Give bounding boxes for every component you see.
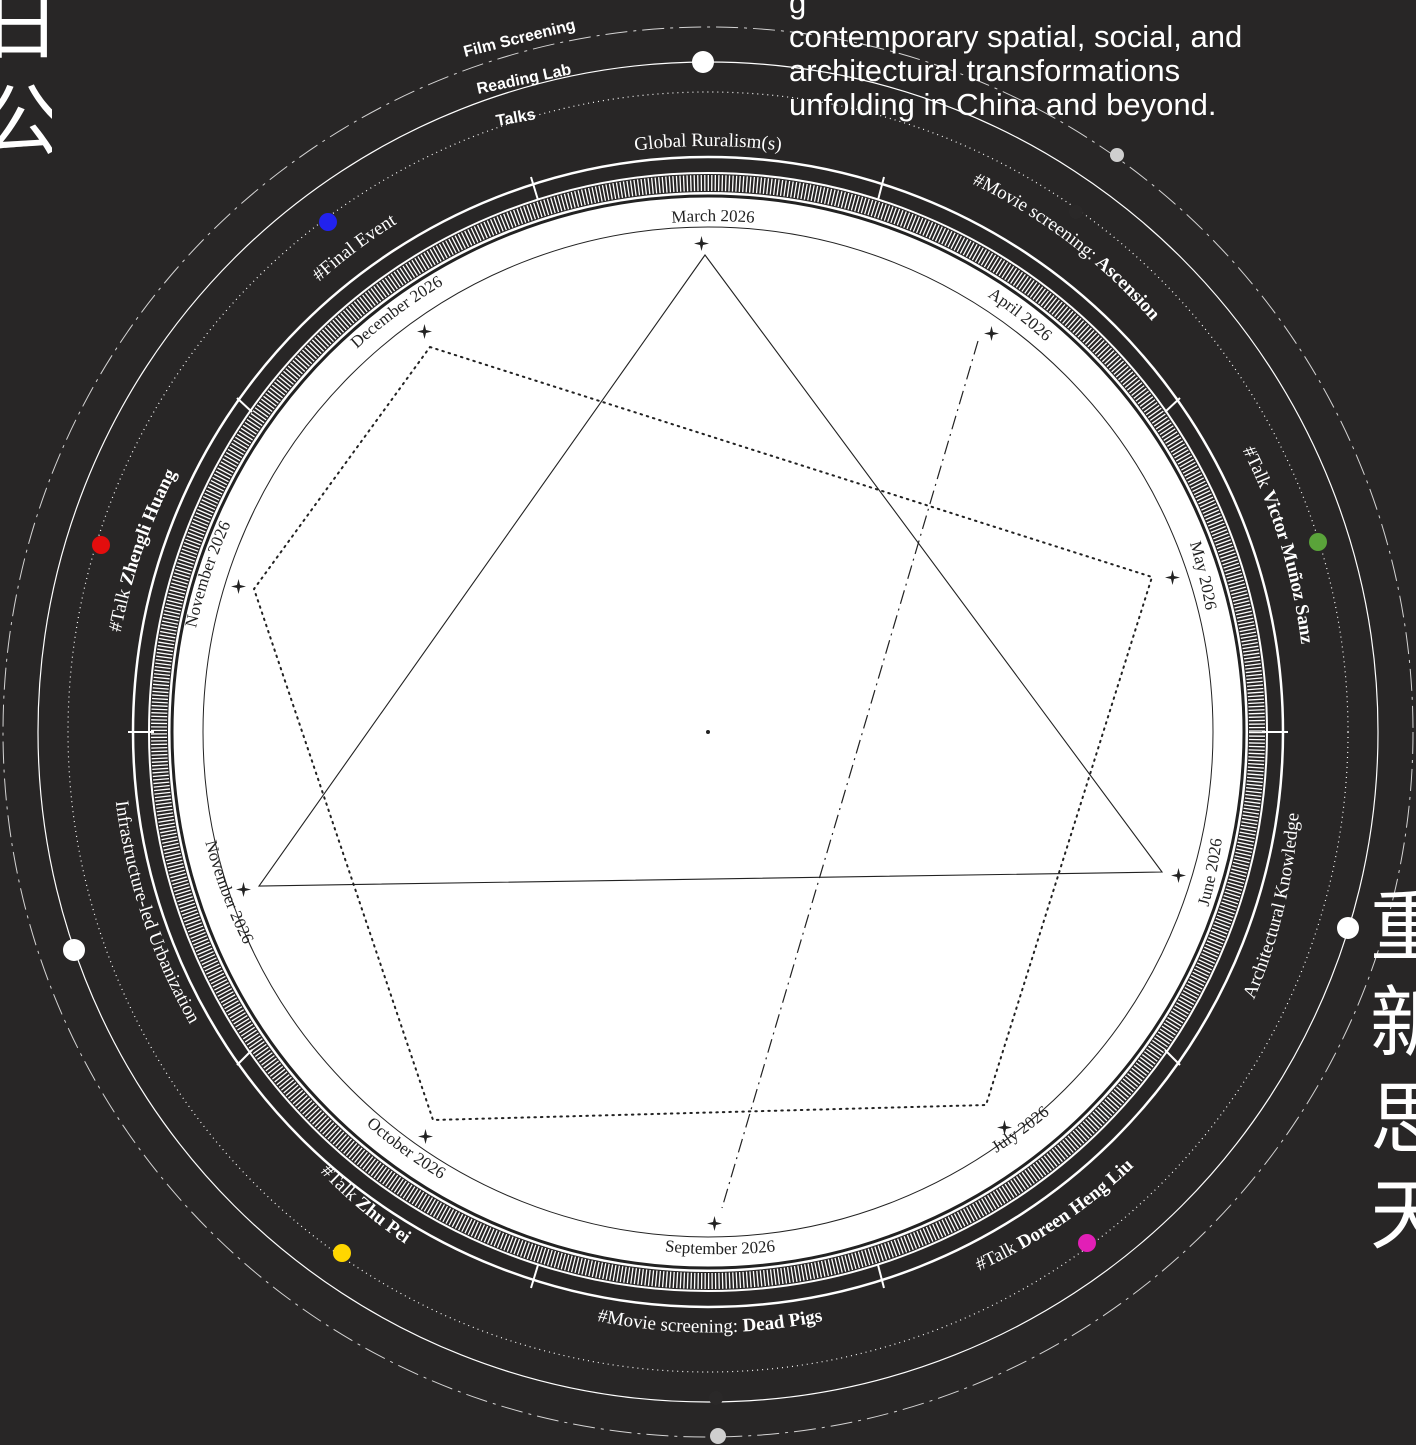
center-point (706, 730, 710, 734)
tick-ring (151, 175, 1265, 1289)
event-dot-victor (1309, 533, 1327, 551)
event-dot-ascension (1069, 205, 1083, 219)
disc-inner-circle (202, 226, 1214, 1238)
star-marker-november-a (236, 882, 251, 897)
event-dot-zhu-pei (333, 1244, 351, 1262)
event-dot-zhengli (92, 536, 110, 554)
cjk-char: 新 (1370, 979, 1416, 1069)
month-label: September 2026 (664, 1236, 776, 1258)
intro-paragraph: g contemporary spatial, social, and arch… (789, 0, 1349, 122)
triangle-figure (257, 254, 1164, 887)
dashdot-axis (721, 340, 979, 1209)
cjk-char: 重 (1370, 883, 1416, 973)
event-dot-doreen (1078, 1234, 1096, 1252)
cjk-title-right: 重 新 思 天 (1370, 880, 1416, 1320)
white-dot-top (692, 51, 714, 73)
intro-line: g (789, 0, 807, 20)
intro-line: architectural transformations (789, 53, 1181, 88)
grey-dot-bottom (710, 1428, 726, 1444)
event-dot-final (319, 213, 337, 231)
svg-text:Global Ruralism(s): Global Ruralism(s) (633, 130, 783, 156)
disc-border (170, 194, 1246, 1270)
svg-text:September 2026: September 2026 (664, 1236, 776, 1258)
star-marker-december (417, 324, 432, 339)
star-marker-march (694, 236, 709, 251)
pentagon-figure (252, 345, 1154, 1122)
event-dot-dead-pigs (709, 1391, 723, 1405)
intro-line: unfolding in China and beyond. (789, 87, 1217, 122)
month-markers (231, 236, 1186, 1231)
month-label: March 2026 (671, 206, 756, 227)
white-dot-left (63, 939, 85, 961)
white-dot-right (1337, 917, 1359, 939)
star-marker-may (1165, 570, 1180, 585)
cjk-char: 天 (1370, 1171, 1416, 1261)
category-labels: Film Screening Reading Lab Talks (462, 17, 577, 130)
cjk-char: 公 (0, 77, 52, 167)
cjk-char: 思 (1370, 1075, 1416, 1165)
event-label-dead-pigs: #Movie screening: Dead Pigs (596, 1305, 824, 1337)
svg-text:March 2026: March 2026 (671, 206, 756, 227)
category-reading-lab: Reading Lab (475, 61, 573, 98)
tick-ring-border (148, 172, 1268, 1292)
cjk-title-left: 日 公 (0, 0, 52, 188)
star-marker-september (707, 1216, 722, 1231)
star-marker-july (997, 1120, 1012, 1135)
star-marker-november-b (231, 579, 246, 594)
intro-line: contemporary spatial, social, and (789, 19, 1243, 54)
event-dots (63, 51, 1359, 1444)
grey-dot-top-right (1110, 148, 1124, 162)
star-marker-october (418, 1129, 433, 1144)
star-marker-april (984, 326, 999, 341)
theme-label-top: Global Ruralism(s) (633, 130, 783, 156)
category-film-screening: Film Screening (462, 17, 577, 61)
star-marker-june (1171, 868, 1186, 883)
cjk-char: 日 (0, 0, 52, 71)
category-talks: Talks (495, 106, 537, 130)
